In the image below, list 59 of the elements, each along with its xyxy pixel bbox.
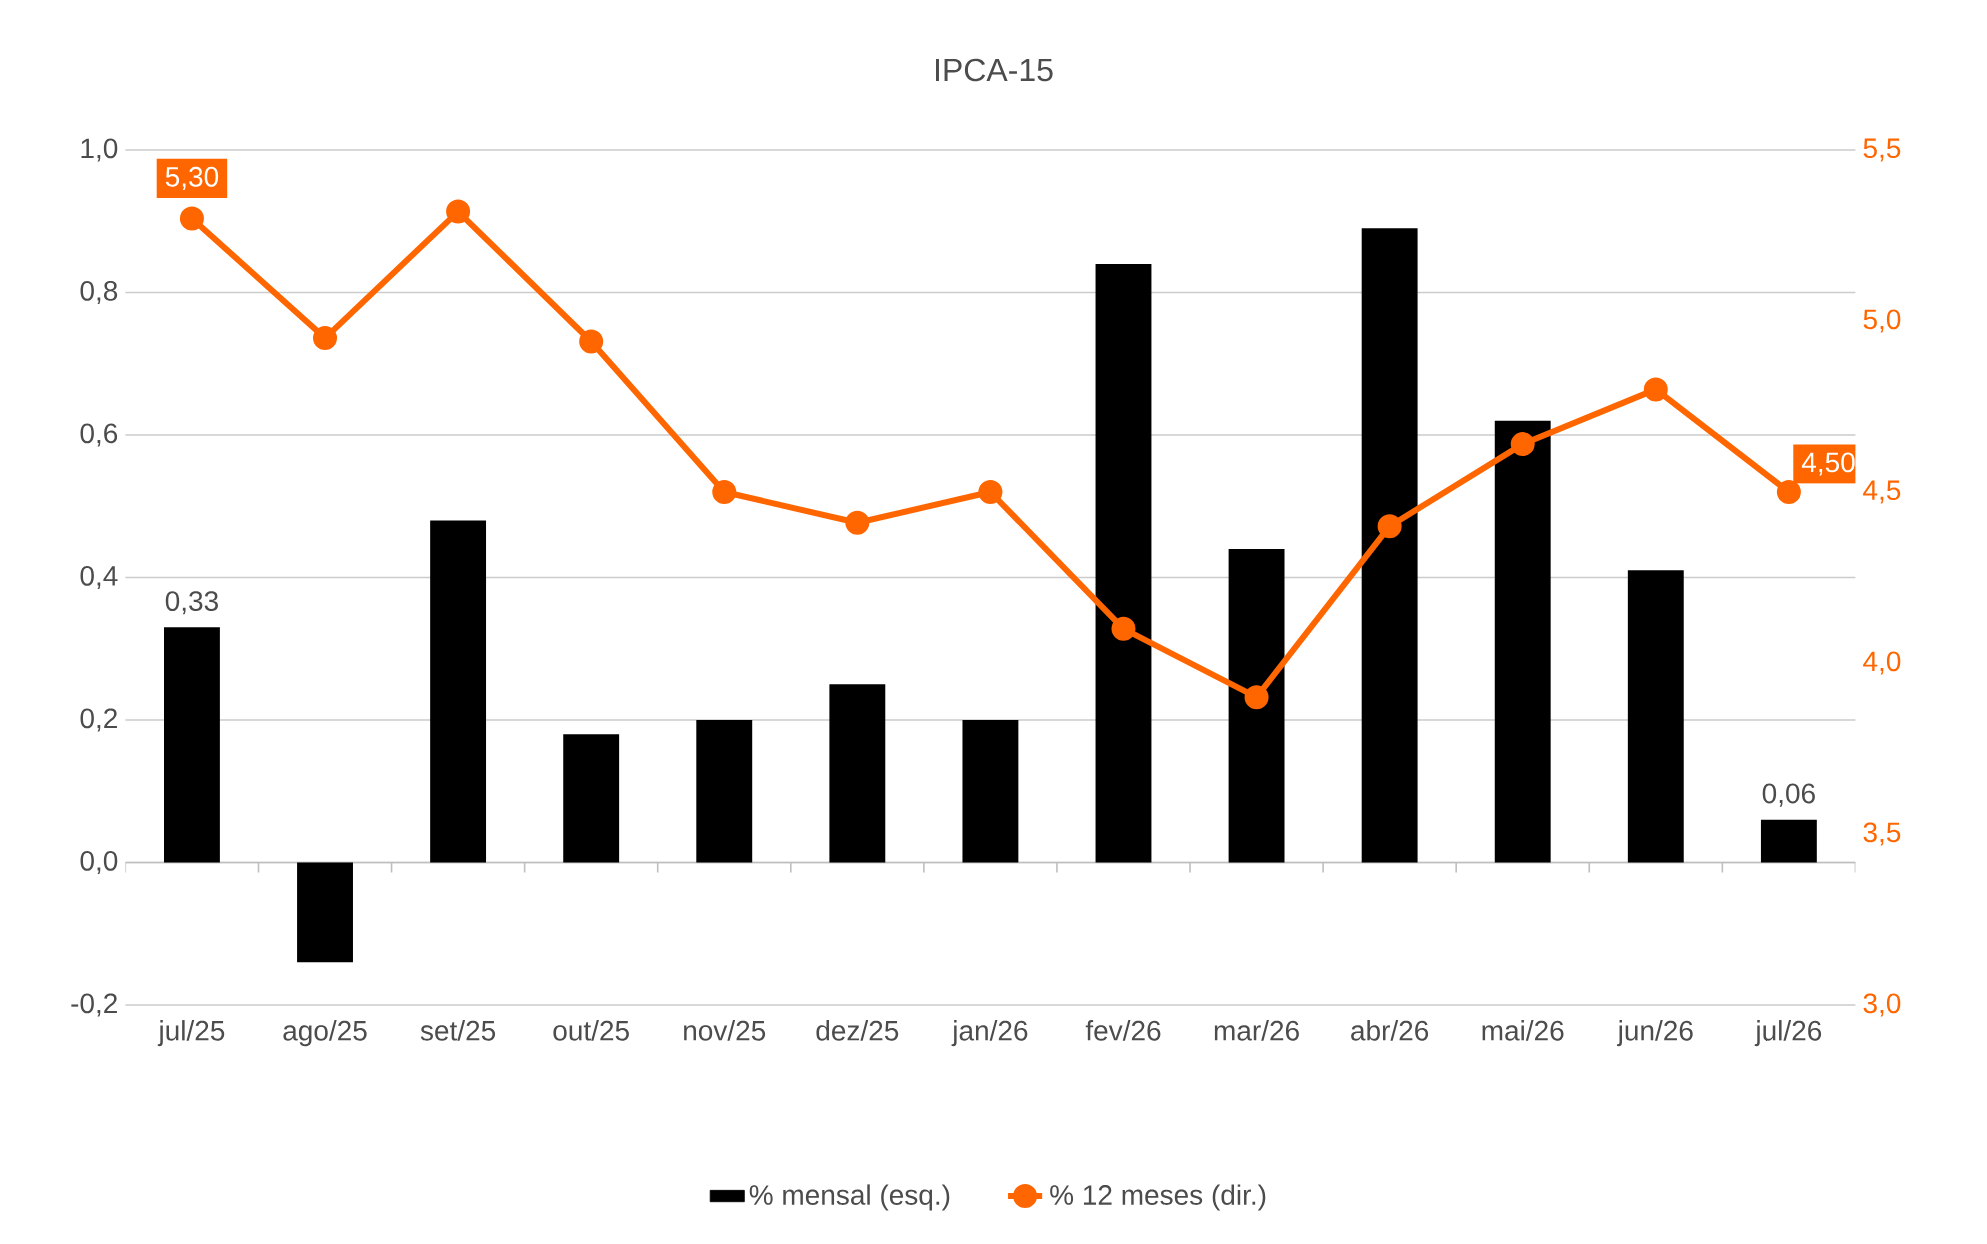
point xyxy=(1377,514,1402,539)
bar xyxy=(696,720,753,863)
bar xyxy=(430,520,487,863)
x-tick-label: nov/25 xyxy=(684,1020,766,1041)
bar xyxy=(1228,549,1285,863)
y-tick-label: 1,0 xyxy=(81,138,118,162)
bar xyxy=(829,684,886,863)
bar xyxy=(1095,263,1152,863)
x-tick-label: fev/26 xyxy=(1085,1020,1161,1041)
x-tick-label: ago/25 xyxy=(283,1020,367,1047)
point xyxy=(1643,377,1668,402)
y-tick-label: -0,2 xyxy=(71,993,117,1017)
y2-tick-label: 3,5 xyxy=(1863,822,1901,846)
x-tick-label: jul/25 xyxy=(157,1020,225,1047)
point xyxy=(179,206,204,231)
bar xyxy=(962,720,1019,863)
bar xyxy=(1627,570,1684,863)
point xyxy=(712,480,737,504)
point xyxy=(446,199,471,224)
y-tick-label: 0,0 xyxy=(80,850,118,875)
x-tick-label: jul/26 xyxy=(1754,1020,1822,1047)
point xyxy=(1244,685,1269,710)
point xyxy=(978,480,1003,504)
x-tick-label: abr/26 xyxy=(1351,1020,1429,1041)
x-tick-label: jan/26 xyxy=(951,1020,1028,1047)
bar xyxy=(1760,819,1817,863)
x-tick-label: mai/26 xyxy=(1482,1020,1564,1041)
y-tick-label: 0,8 xyxy=(80,280,118,305)
point xyxy=(845,510,870,535)
data-label: 0,33 xyxy=(165,591,218,615)
y-tick-label: 0,4 xyxy=(80,565,118,590)
bar xyxy=(164,627,220,863)
bar xyxy=(297,862,353,963)
x-tick-label: jun/26 xyxy=(1616,1020,1693,1047)
point xyxy=(1510,432,1535,457)
point xyxy=(1111,616,1136,641)
x-tick-label: out/25 xyxy=(553,1020,629,1041)
bar xyxy=(1494,420,1551,863)
y2-tick-label: 3,0 xyxy=(1863,993,1901,1017)
x-tick-label: mar/26 xyxy=(1214,1020,1299,1041)
y-tick-label: 0,2 xyxy=(80,708,117,732)
legend-label: % 12 meses (dir.) xyxy=(1050,1184,1266,1211)
data-label: 0,06 xyxy=(1762,783,1815,807)
y-tick-label: 0,6 xyxy=(80,423,118,447)
point xyxy=(1776,480,1801,504)
point xyxy=(579,329,604,354)
x-tick-label: dez/25 xyxy=(816,1020,899,1041)
bar xyxy=(1361,228,1418,863)
bar xyxy=(563,734,620,863)
data-label: 4,50 xyxy=(1801,452,1855,476)
y2-tick-label: 4,0 xyxy=(1863,651,1901,675)
chart-title: IPCA-15 xyxy=(935,58,1053,82)
legend-label: % mensal (esq.) xyxy=(749,1184,950,1211)
y2-tick-label: 4,5 xyxy=(1863,480,1901,504)
y2-tick-label: 5,5 xyxy=(1863,138,1901,162)
point xyxy=(313,326,338,351)
x-tick-label: set/25 xyxy=(420,1020,496,1041)
y2-tick-label: 5,0 xyxy=(1863,309,1901,333)
data-label: 5,30 xyxy=(165,166,219,190)
